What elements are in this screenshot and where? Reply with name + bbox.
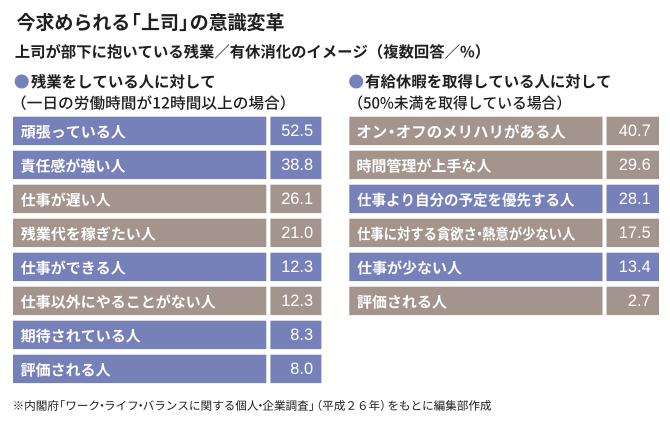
svg-text:28.1: 28.1 bbox=[619, 190, 651, 208]
svg-text:38.8: 38.8 bbox=[281, 156, 313, 174]
svg-text:12.3: 12.3 bbox=[281, 292, 313, 310]
svg-text:17.5: 17.5 bbox=[619, 224, 651, 242]
svg-text:26.1: 26.1 bbox=[281, 190, 313, 208]
svg-text:21.0: 21.0 bbox=[281, 224, 313, 242]
svg-text:8.3: 8.3 bbox=[290, 326, 313, 344]
svg-text:52.5: 52.5 bbox=[281, 122, 313, 140]
svg-text:2.7: 2.7 bbox=[628, 292, 651, 310]
svg-text:13.4: 13.4 bbox=[619, 258, 651, 276]
svg-text:29.6: 29.6 bbox=[619, 156, 651, 174]
svg-text:8.0: 8.0 bbox=[290, 360, 313, 378]
svg-text:40.7: 40.7 bbox=[619, 122, 651, 140]
svg-text:12.3: 12.3 bbox=[281, 258, 313, 276]
